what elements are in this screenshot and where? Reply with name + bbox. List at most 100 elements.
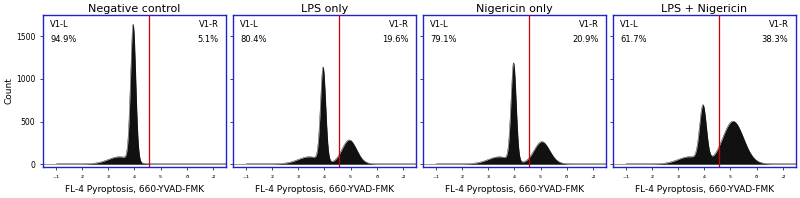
Point: [704, 163, 717, 167]
Point: [702, 164, 714, 167]
Point: [750, 165, 763, 168]
Point: [169, 164, 182, 167]
Point: [386, 163, 399, 166]
Point: [170, 165, 182, 168]
Point: [83, 164, 96, 167]
Point: [97, 164, 110, 167]
Point: [346, 165, 358, 168]
Point: [343, 164, 356, 167]
Point: [389, 164, 402, 167]
Point: [694, 163, 706, 167]
Point: [313, 163, 326, 166]
Point: [380, 165, 393, 168]
Point: [390, 163, 403, 166]
Point: [485, 165, 498, 168]
Point: [188, 164, 201, 168]
Point: [674, 164, 687, 167]
Point: [286, 164, 299, 168]
Point: [173, 164, 186, 167]
Point: [535, 165, 548, 168]
Point: [310, 163, 322, 167]
Point: [325, 164, 338, 167]
Point: [570, 164, 582, 168]
Point: [670, 165, 682, 168]
Point: [580, 163, 593, 166]
Point: [496, 165, 509, 168]
Point: [90, 163, 102, 167]
Point: [590, 163, 603, 166]
Point: [706, 165, 719, 168]
Point: [179, 165, 192, 168]
Point: [272, 164, 285, 168]
Point: [470, 164, 483, 168]
Point: [626, 164, 639, 167]
Point: [245, 164, 258, 167]
Point: [571, 164, 584, 167]
Point: [724, 163, 737, 166]
Point: [454, 164, 467, 167]
Title: LPS only: LPS only: [301, 4, 348, 14]
Point: [677, 163, 690, 166]
Point: [358, 164, 371, 167]
Point: [56, 164, 69, 167]
Point: [502, 163, 514, 166]
Point: [287, 164, 300, 167]
Point: [702, 164, 714, 167]
Point: [308, 165, 321, 168]
Point: [578, 164, 591, 167]
Text: V1-L: V1-L: [50, 19, 69, 29]
Point: [512, 164, 525, 167]
Point: [46, 163, 58, 166]
Point: [678, 164, 691, 168]
Point: [158, 165, 170, 168]
Point: [766, 165, 779, 168]
Point: [93, 165, 106, 168]
Point: [136, 163, 149, 166]
Point: [558, 163, 570, 166]
Point: [636, 165, 649, 168]
Point: [754, 164, 767, 167]
Point: [71, 163, 84, 166]
Point: [183, 164, 196, 167]
Point: [752, 164, 765, 167]
Point: [530, 164, 543, 167]
Point: [503, 163, 516, 167]
Point: [676, 163, 689, 166]
Point: [685, 163, 698, 166]
Point: [770, 163, 783, 166]
Point: [514, 164, 527, 167]
Point: [753, 164, 766, 167]
Point: [549, 164, 562, 167]
Point: [520, 164, 533, 167]
Point: [451, 163, 464, 166]
Point: [731, 164, 744, 167]
Point: [304, 163, 317, 166]
Point: [290, 165, 302, 168]
Point: [496, 163, 509, 166]
Point: [80, 163, 93, 166]
Text: 5.1%: 5.1%: [198, 35, 218, 44]
Point: [154, 163, 167, 166]
Point: [296, 163, 309, 166]
Point: [281, 164, 294, 167]
Point: [430, 165, 442, 168]
Point: [106, 163, 119, 166]
Point: [642, 165, 654, 168]
Point: [365, 164, 378, 167]
Point: [74, 164, 87, 167]
Point: [665, 163, 678, 166]
Point: [449, 164, 462, 168]
Point: [318, 163, 331, 167]
Point: [434, 163, 446, 166]
Point: [616, 165, 629, 168]
Point: [714, 164, 727, 167]
Point: [713, 163, 726, 166]
Point: [504, 165, 517, 168]
Point: [647, 163, 660, 166]
Point: [695, 165, 708, 168]
Point: [314, 165, 327, 168]
Point: [280, 164, 293, 167]
Point: [446, 163, 459, 166]
Point: [269, 164, 282, 167]
Point: [108, 164, 121, 167]
